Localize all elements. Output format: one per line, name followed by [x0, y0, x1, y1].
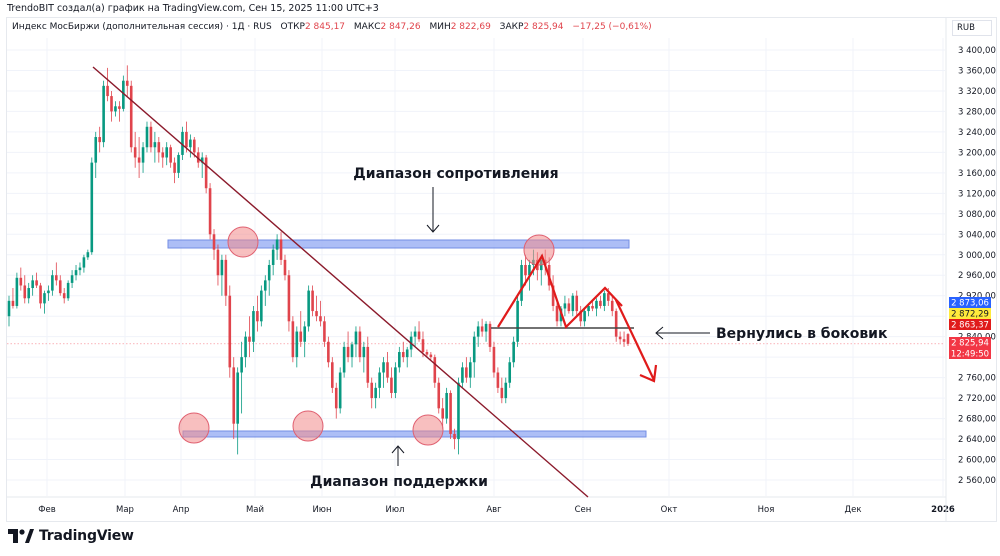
- tradingview-logo[interactable]: TradingView: [8, 528, 134, 544]
- high-value: 2 847,26: [380, 22, 421, 32]
- symbol-legend: Индекс МосБиржи (дополнительная сессия) …: [12, 22, 652, 32]
- resistance-zone[interactable]: [167, 239, 630, 249]
- time-tick: Апр: [173, 505, 190, 515]
- time-tick: Авг: [486, 505, 502, 515]
- touch-circle[interactable]: [178, 412, 210, 444]
- price-tick: 3 200,00: [958, 148, 996, 158]
- price-badge: [949, 308, 991, 319]
- close-value: 2 825,94: [523, 22, 564, 32]
- price-tick: 3 360,00: [958, 66, 996, 76]
- time-tick: 2026: [931, 505, 955, 515]
- time-tick: Фев: [38, 505, 56, 515]
- tradingview-logo-icon: [8, 529, 34, 543]
- head-shoulders-pattern[interactable]: [497, 253, 623, 330]
- price-tick: 2 600,00: [958, 456, 996, 466]
- price-tick: 2 680,00: [958, 415, 996, 425]
- time-tick: Дек: [844, 505, 861, 515]
- price-tick: 3 400,00: [958, 46, 996, 56]
- svg-text:2 825,94: 2 825,94: [951, 339, 989, 349]
- price-tick: 2 720,00: [958, 394, 996, 404]
- touch-circle[interactable]: [523, 234, 555, 266]
- time-tick: Июн: [312, 505, 331, 515]
- touch-circle[interactable]: [227, 226, 259, 258]
- price-badge: [949, 297, 991, 308]
- price-tick: 3 120,00: [958, 189, 996, 199]
- price-tick: 3 280,00: [958, 107, 996, 117]
- change-value: −17,25 (−0,61%): [572, 22, 652, 32]
- open-label: ОТКР: [280, 22, 305, 32]
- price-tick: 3 240,00: [958, 128, 996, 138]
- time-tick: Ноя: [758, 505, 775, 515]
- price-tick: 3 160,00: [958, 169, 996, 179]
- forecast-arrow-head-icon: [639, 364, 658, 383]
- price-tick: 2 920,00: [958, 292, 996, 302]
- price-badge: [949, 319, 991, 330]
- time-tick: Окт: [661, 505, 678, 515]
- low-label: МИН: [429, 22, 451, 32]
- price-badge: [949, 348, 991, 359]
- brand-name: TradingView: [39, 528, 134, 544]
- price-tick: 3 000,00: [958, 251, 996, 261]
- touch-circle[interactable]: [292, 410, 324, 442]
- close-label: ЗАКР: [499, 22, 524, 32]
- price-tick: 3 040,00: [958, 230, 996, 240]
- price-tick: 3 320,00: [958, 87, 996, 97]
- svg-text:12:49:50: 12:49:50: [951, 350, 989, 360]
- time-tick: Мар: [116, 505, 134, 515]
- price-badge: [949, 337, 991, 348]
- chart-credit: TrendoBIT создал(а) график на TradingVie…: [7, 3, 379, 14]
- time-tick: Сен: [575, 505, 592, 515]
- time-tick: Июл: [386, 505, 405, 515]
- svg-text:2 872,29: 2 872,29: [951, 310, 989, 320]
- price-tick: 3 080,00: [958, 210, 996, 220]
- touch-circle[interactable]: [412, 414, 444, 446]
- svg-text:2 863,37: 2 863,37: [951, 321, 989, 331]
- symbol-name: Индекс МосБиржи (дополнительная сессия) …: [12, 22, 272, 32]
- high-label: МАКС: [353, 22, 381, 32]
- chart-frame[interactable]: [6, 17, 997, 522]
- price-tick: 2 760,00: [958, 374, 996, 384]
- low-value: 2 822,69: [450, 22, 491, 32]
- price-tick: 2 640,00: [958, 435, 996, 445]
- resistance-label: Диапазон сопротивления: [353, 166, 558, 182]
- candles: [7, 65, 630, 455]
- sideways-label: Вернулись в боковик: [716, 326, 888, 342]
- open-value: 2 845,17: [304, 22, 346, 32]
- time-tick: Май: [246, 505, 264, 515]
- support-label: Диапазон поддержки: [310, 474, 488, 490]
- forecast-arrow[interactable]: [615, 299, 655, 381]
- price-tick: 2 960,00: [958, 271, 996, 281]
- downtrend-line[interactable]: [92, 66, 589, 498]
- price-tick: 2 560,00: [958, 476, 996, 486]
- currency-selector[interactable]: RUB: [952, 20, 992, 36]
- svg-text:2 873,06: 2 873,06: [951, 299, 989, 309]
